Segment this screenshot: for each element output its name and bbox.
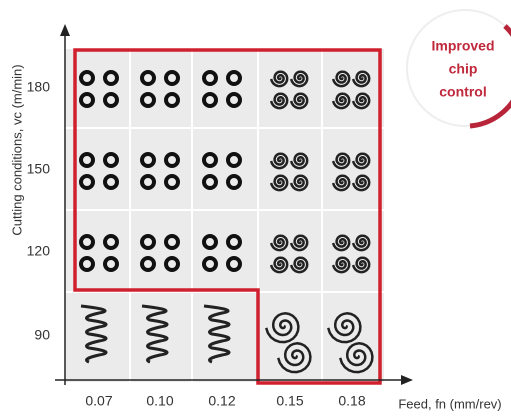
x-tick-label: 0.10 bbox=[146, 393, 173, 409]
y-tick-label: 120 bbox=[27, 243, 51, 259]
y-tick-label: 150 bbox=[27, 161, 51, 177]
y-axis-label: Cutting conditions, vc (m/min) bbox=[9, 64, 24, 235]
y-tick-label: 180 bbox=[27, 79, 51, 95]
x-tick-label: 0.15 bbox=[276, 393, 303, 409]
figure: Cutting conditions, vc (m/min) Feed, fn … bbox=[0, 0, 511, 418]
x-tick-label: 0.07 bbox=[85, 393, 112, 409]
y-arrow bbox=[60, 24, 70, 36]
badge-line: chip bbox=[449, 61, 478, 77]
x-axis-label: Feed, fn (mm/rev) bbox=[398, 396, 501, 411]
x-tick-label: 0.12 bbox=[208, 393, 235, 409]
badge-line: Improved bbox=[431, 38, 494, 54]
y-tick-label: 90 bbox=[34, 327, 50, 343]
x-arrow bbox=[401, 375, 413, 385]
x-tick-label: 0.18 bbox=[338, 393, 365, 409]
badge-line: control bbox=[439, 84, 486, 100]
